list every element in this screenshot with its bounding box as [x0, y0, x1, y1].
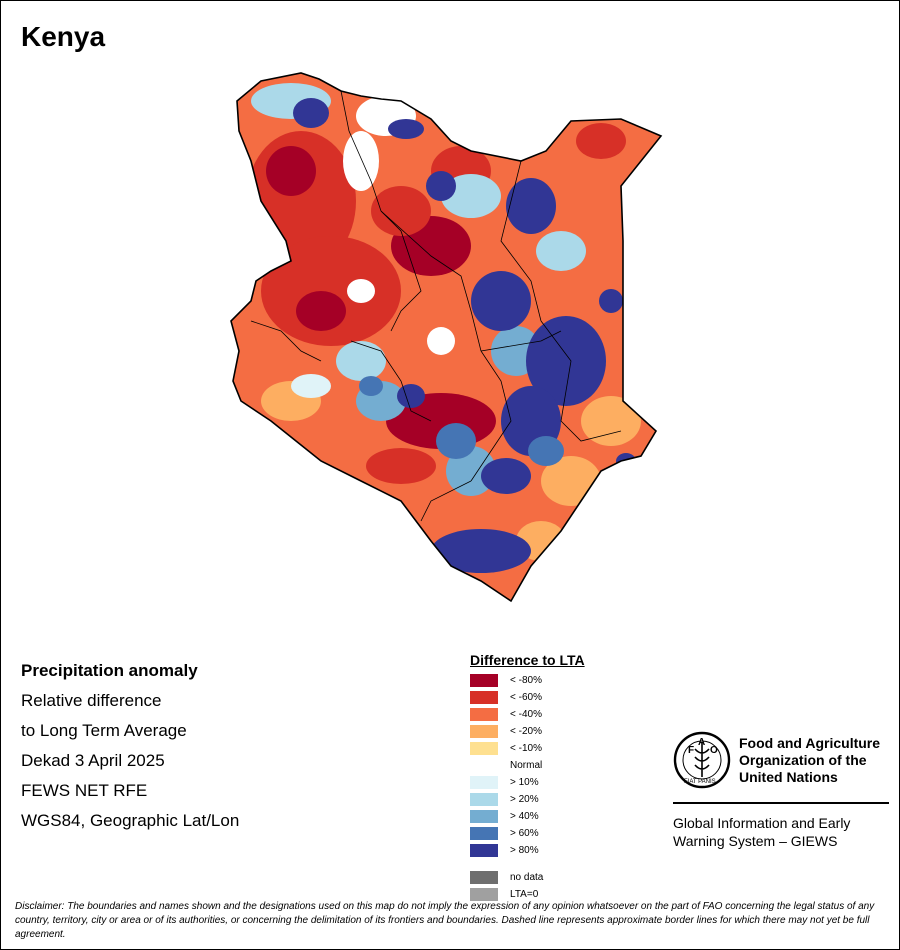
legend-class-swatch	[470, 776, 498, 789]
legend-class-swatch	[470, 810, 498, 823]
legend-extra-swatch	[470, 888, 498, 901]
legend-classes: < -80% < -60% < -40% < -20% < -10% Normal > 10…	[470, 672, 585, 859]
giews-line-0: Global Information and Early	[673, 815, 851, 831]
legend-class-row: < -80%	[470, 672, 585, 689]
fao-logo-motto: FIAT PANIS	[684, 779, 716, 785]
legend-class-swatch	[470, 793, 498, 806]
giews-name: Global Information and Early Warning Sys…	[673, 814, 893, 850]
legend-extra-label: LTA=0	[510, 889, 539, 900]
info-line-2: to Long Term Average	[21, 721, 187, 740]
legend-class-label: > 20%	[510, 794, 539, 805]
map-title: Kenya	[21, 21, 106, 52]
legend-class-label: > 10%	[510, 777, 539, 788]
legend-class-label: < -80%	[510, 675, 542, 686]
fao-name-line-0: Food and Agriculture	[739, 735, 881, 751]
legend-class-swatch	[470, 844, 498, 857]
fao-logo-icon: F A O FIAT PANIS	[673, 731, 731, 789]
fao-name-line-2: United Nations	[739, 769, 838, 785]
giews-line-1: Warning System – GIEWS	[673, 833, 838, 849]
fao-logo-a: A	[698, 737, 705, 748]
legend-class-swatch	[470, 759, 498, 772]
legend-class-label: > 40%	[510, 811, 539, 822]
legend-class-label: Normal	[510, 760, 543, 771]
info-line-0: Precipitation anomaly	[21, 661, 198, 680]
map-info: Precipitation anomaly Relative differenc…	[21, 656, 239, 836]
legend-extra-row: no data	[470, 869, 585, 886]
info-line-5: WGS84, Geographic Lat/Lon	[21, 811, 240, 830]
legend-extra-swatch	[470, 871, 498, 884]
legend-class-label: < -20%	[510, 726, 542, 737]
info-line-1: Relative difference	[21, 691, 162, 710]
legend-class-swatch	[470, 674, 498, 687]
legend-class-row: < -60%	[470, 689, 585, 706]
legend-class-swatch	[470, 827, 498, 840]
legend-extra-row: LTA=0	[470, 886, 585, 903]
legend: Difference to LTA < -80% < -60% < -40% < -2…	[470, 652, 585, 903]
legend-class-row: Normal	[470, 757, 585, 774]
legend-class-row: < -20%	[470, 723, 585, 740]
admin-boundaries	[250, 90, 622, 522]
fao-divider	[673, 802, 889, 804]
fao-logo-f: F	[688, 745, 694, 756]
legend-class-label: > 60%	[510, 828, 539, 839]
legend-class-label: > 80%	[510, 845, 539, 856]
legend-class-row: > 60%	[470, 825, 585, 842]
legend-class-row: < -40%	[470, 706, 585, 723]
legend-class-label: < -60%	[510, 692, 542, 703]
info-line-4: FEWS NET RFE	[21, 781, 148, 800]
anomaly-raster	[231, 73, 661, 601]
legend-extra: no data LTA=0	[470, 869, 585, 903]
legend-class-label: < -40%	[510, 709, 542, 720]
disclaimer: Disclaimer: The boundaries and names sho…	[15, 901, 875, 940]
legend-class-label: < -10%	[510, 743, 542, 754]
info-line-3: Dekad 3 April 2025	[21, 751, 165, 770]
legend-class-row: > 20%	[470, 791, 585, 808]
legend-class-swatch	[470, 708, 498, 721]
legend-class-row: > 10%	[470, 774, 585, 791]
legend-class-row: < -10%	[470, 740, 585, 757]
legend-class-swatch	[470, 725, 498, 738]
legend-class-swatch	[470, 742, 498, 755]
fao-logo-o: O	[710, 745, 718, 756]
fao-name-line-1: Organization of the	[739, 752, 867, 768]
legend-class-row: > 80%	[470, 842, 585, 859]
legend-extra-label: no data	[510, 872, 544, 883]
fao-name: Food and Agriculture Organization of the…	[739, 735, 899, 786]
legend-title: Difference to LTA	[470, 652, 585, 668]
legend-class-row: > 40%	[470, 808, 585, 825]
kenya-anomaly-map	[230, 72, 662, 602]
legend-class-swatch	[470, 691, 498, 704]
